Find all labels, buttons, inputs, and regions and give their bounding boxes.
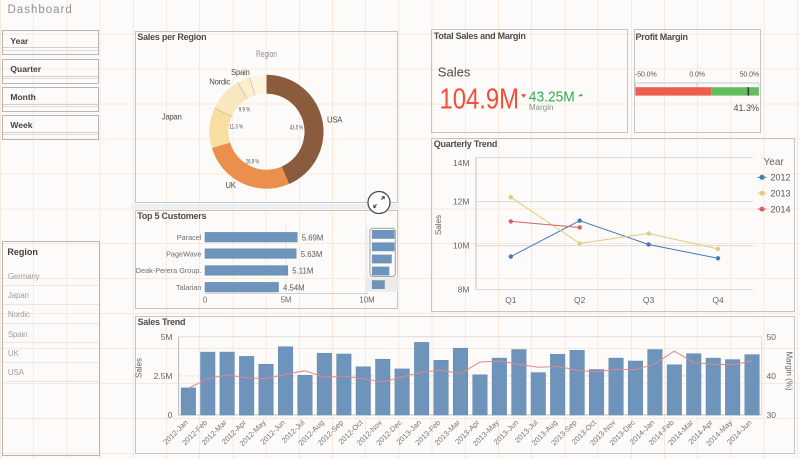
svg-text:40: 40 [767,371,777,381]
svg-text:-50.0%: -50.0% [635,72,657,79]
svg-text:10M: 10M [359,296,374,305]
svg-text:2013: 2013 [771,188,791,198]
svg-text:50.0%: 50.0% [740,72,759,79]
svg-text:4.54M: 4.54M [283,283,305,292]
svg-text:26.9 %: 26.9 % [246,159,260,166]
svg-text:Talarian: Talarian [176,283,202,292]
svg-text:104.9M: 104.9M [440,84,520,116]
svg-text:0.0%: 0.0% [689,72,705,79]
svg-text:5.63M: 5.63M [301,250,323,259]
svg-text:0: 0 [168,410,173,420]
svg-text:11.3 %: 11.3 % [230,124,244,131]
svg-text:12M: 12M [453,197,470,207]
svg-text:Japan: Japan [162,113,182,122]
svg-text:UK: UK [225,181,236,190]
svg-text:2014: 2014 [771,204,791,214]
svg-text:50: 50 [767,332,777,342]
svg-text:Deak-Perera Group.: Deak-Perera Group. [136,266,202,275]
svg-text:Nordic: Nordic [209,78,230,87]
svg-text:PageWave: PageWave [166,249,201,258]
svg-text:Spain: Spain [231,68,249,77]
svg-text:2012: 2012 [771,173,791,183]
svg-text:8M: 8M [458,285,470,295]
svg-text:Q4: Q4 [712,295,724,305]
svg-text:Q2: Q2 [574,295,586,305]
svg-text:Margin: Margin [529,103,553,112]
svg-text:Sales: Sales [438,65,471,80]
svg-text:Q3: Q3 [643,295,655,305]
svg-text:Q1: Q1 [505,295,517,305]
svg-text:14M: 14M [453,158,470,168]
svg-text:Paracel: Paracel [177,233,202,242]
svg-text:43.5 %: 43.5 % [290,125,304,132]
svg-text:41.3%: 41.3% [733,103,759,113]
svg-text:5M: 5M [161,332,173,342]
svg-text:2.5M: 2.5M [154,371,173,381]
svg-text:Region: Region [256,49,277,60]
svg-text:Margin (%): Margin (%) [785,351,794,390]
svg-text:Sales: Sales [434,215,443,235]
svg-text:Year: Year [764,157,785,168]
svg-text:5M: 5M [281,296,292,305]
svg-text:10M: 10M [453,241,470,251]
svg-text:USA: USA [327,116,343,125]
svg-text:5.11M: 5.11M [292,267,313,276]
svg-text:9.9 %: 9.9 % [239,106,251,113]
svg-text:30: 30 [767,410,777,420]
svg-text:Sales: Sales [135,358,144,378]
svg-text:43.25M: 43.25M [529,88,575,105]
svg-text:0: 0 [203,296,208,305]
svg-text:5.69M: 5.69M [302,233,324,242]
